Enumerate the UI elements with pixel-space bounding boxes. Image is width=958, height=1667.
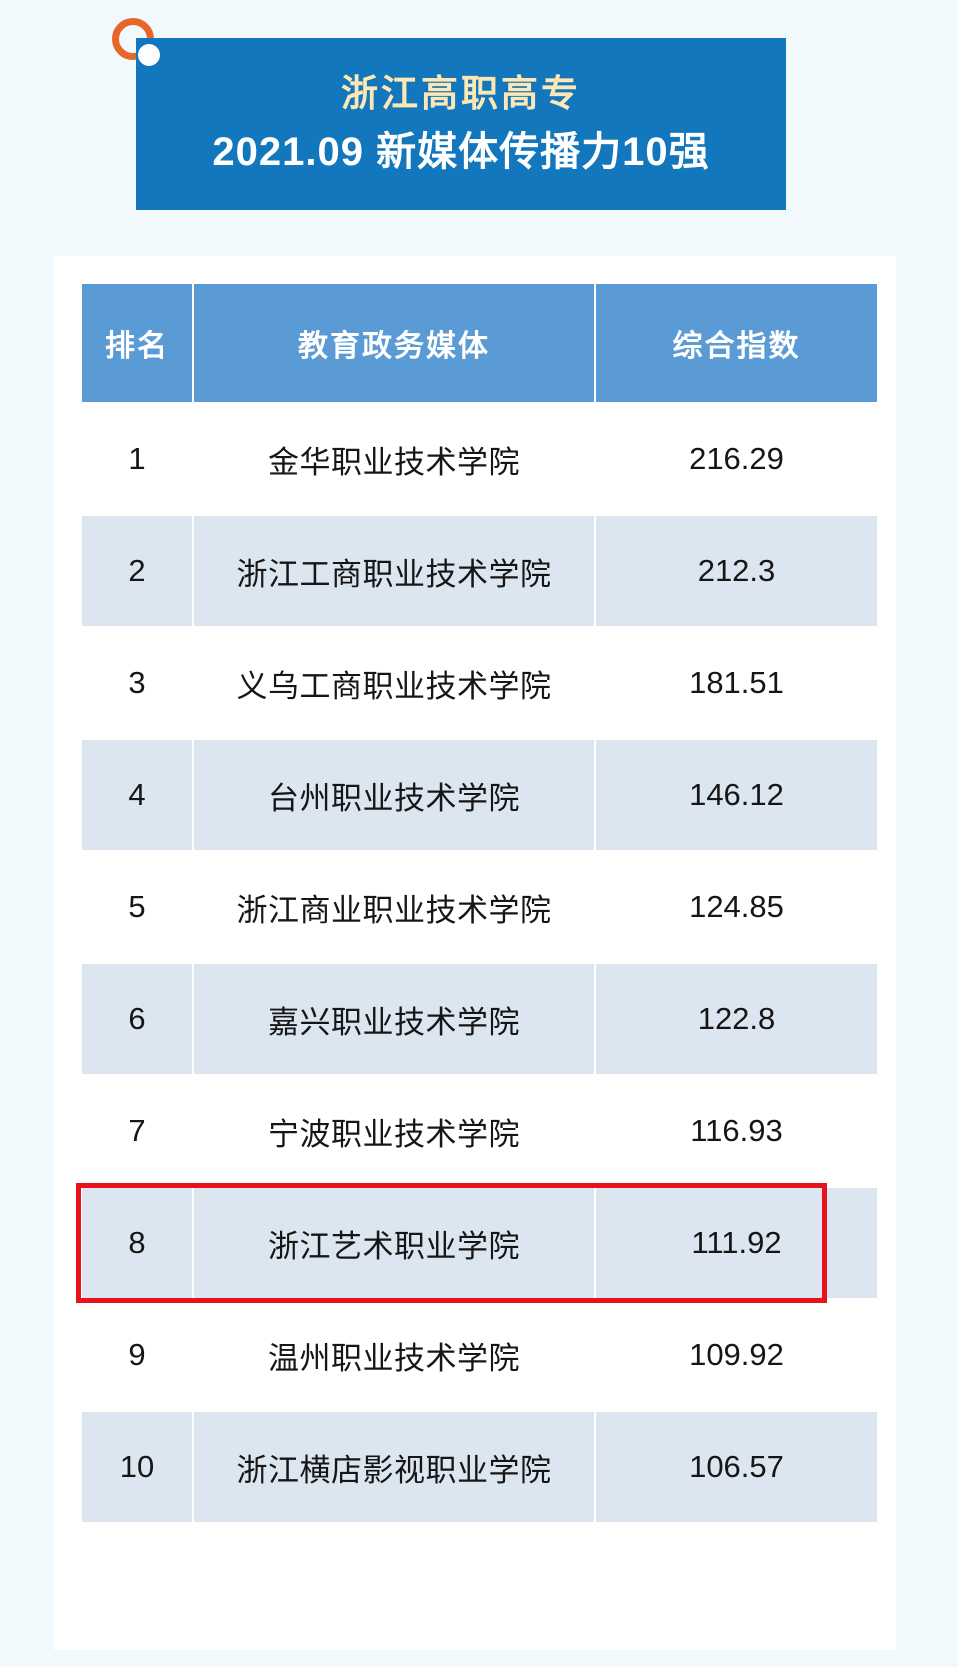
cell-composite-index: 116.93	[596, 1076, 877, 1186]
cell-media-name: 温州职业技术学院	[194, 1300, 594, 1410]
cell-media-name: 浙江工商职业技术学院	[194, 516, 594, 626]
table-row: 3 义乌工商职业技术学院 181.51	[82, 628, 877, 738]
column-header-rank: 排名	[82, 284, 192, 402]
cell-composite-index: 181.51	[596, 628, 877, 738]
cell-rank: 3	[82, 628, 192, 738]
table-row: 10 浙江横店影视职业学院 106.57	[82, 1412, 877, 1522]
cell-media-name: 浙江艺术职业学院	[194, 1188, 594, 1298]
cell-rank: 7	[82, 1076, 192, 1186]
table-row: 5 浙江商业职业技术学院 124.85	[82, 852, 877, 962]
cell-composite-index: 216.29	[596, 404, 877, 514]
table-row: 2 浙江工商职业技术学院 212.3	[82, 516, 877, 626]
banner-title: 浙江高职高专	[341, 72, 581, 114]
ranking-table: 排名 教育政务媒体 综合指数 1 金华职业技术学院 216.29 2 浙江工商职业技术学…	[80, 282, 879, 1524]
table-row: 4 台州职业技术学院 146.12	[82, 740, 877, 850]
cell-media-name: 浙江商业职业技术学院	[194, 852, 594, 962]
column-header-index: 综合指数	[596, 284, 877, 402]
cell-composite-index: 111.92	[596, 1188, 877, 1298]
cell-composite-index: 106.57	[596, 1412, 877, 1522]
cell-media-name: 金华职业技术学院	[194, 404, 594, 514]
cell-rank: 10	[82, 1412, 192, 1522]
cell-rank: 6	[82, 964, 192, 1074]
decorative-dot-icon	[138, 44, 160, 66]
cell-media-name: 浙江横店影视职业学院	[194, 1412, 594, 1522]
cell-media-name: 嘉兴职业技术学院	[194, 964, 594, 1074]
header-banner: 浙江高职高专 2021.09 新媒体传播力10强	[136, 38, 786, 210]
cell-composite-index: 109.92	[596, 1300, 877, 1410]
banner-subtitle: 2021.09 新媒体传播力10强	[212, 130, 710, 175]
table-row: 1 金华职业技术学院 216.29	[82, 404, 877, 514]
cell-rank: 1	[82, 404, 192, 514]
cell-rank: 9	[82, 1300, 192, 1410]
table-header: 排名 教育政务媒体 综合指数	[82, 284, 877, 402]
cell-media-name: 台州职业技术学院	[194, 740, 594, 850]
table-row: 9 温州职业技术学院 109.92	[82, 1300, 877, 1410]
cell-rank: 2	[82, 516, 192, 626]
cell-media-name: 宁波职业技术学院	[194, 1076, 594, 1186]
cell-composite-index: 122.8	[596, 964, 877, 1074]
cell-media-name: 义乌工商职业技术学院	[194, 628, 594, 738]
cell-rank: 5	[82, 852, 192, 962]
table-row: 8 浙江艺术职业学院 111.92	[82, 1188, 877, 1298]
table-body: 1 金华职业技术学院 216.29 2 浙江工商职业技术学院 212.3 3 义乌工商职业技术…	[82, 404, 877, 1522]
column-header-media: 教育政务媒体	[194, 284, 594, 402]
cell-composite-index: 124.85	[596, 852, 877, 962]
table-header-row: 排名 教育政务媒体 综合指数	[82, 284, 877, 402]
cell-rank: 4	[82, 740, 192, 850]
table-row: 6 嘉兴职业技术学院 122.8	[82, 964, 877, 1074]
cell-composite-index: 146.12	[596, 740, 877, 850]
table-row: 7 宁波职业技术学院 116.93	[82, 1076, 877, 1186]
cell-composite-index: 212.3	[596, 516, 877, 626]
cell-rank: 8	[82, 1188, 192, 1298]
